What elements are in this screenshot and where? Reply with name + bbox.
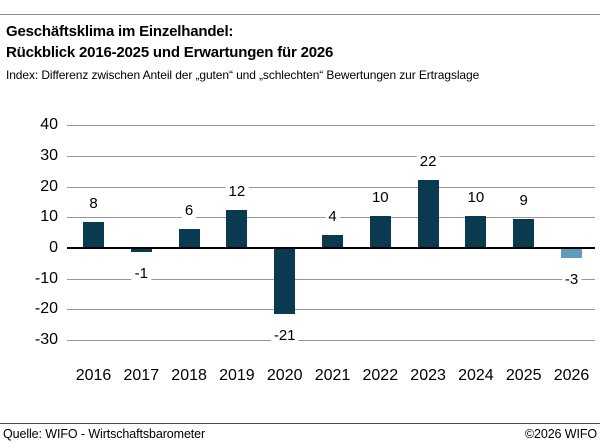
gridline bbox=[67, 340, 595, 342]
chart-subtitle: Index: Differenz zwischen Anteil der „gu… bbox=[6, 68, 480, 82]
chart-title-line2: Rückblick 2016-2025 und Erwartungen für … bbox=[6, 44, 334, 61]
source-note: Quelle: WIFO - Wirtschaftsbarometer bbox=[3, 427, 206, 441]
y-axis-tick-label: 30 bbox=[40, 146, 58, 164]
bar-2026 bbox=[561, 249, 582, 259]
bar-value-label-2024: 10 bbox=[464, 189, 488, 208]
bar-value-label-2020: -21 bbox=[270, 326, 299, 345]
y-axis-tick-label: 10 bbox=[40, 208, 58, 226]
bar-2017 bbox=[130, 249, 152, 253]
bar-value-label-2022: 10 bbox=[368, 189, 392, 208]
x-axis-tick-label-2024: 2024 bbox=[458, 367, 494, 384]
chart-header: Geschäftsklima im Einzelhandel: Rückblic… bbox=[6, 21, 594, 83]
chart-footer: Quelle: WIFO - Wirtschaftsbarometer ©202… bbox=[3, 427, 597, 442]
bar-value-label-2017: -1 bbox=[131, 265, 151, 284]
bar-2018 bbox=[178, 228, 200, 247]
gridline bbox=[67, 278, 595, 280]
zero-axis-line bbox=[67, 247, 595, 249]
x-axis-tick-label-2026: 2026 bbox=[553, 367, 590, 384]
bar-2020 bbox=[274, 249, 296, 314]
y-axis-tick-label: -10 bbox=[34, 269, 58, 287]
bar-2023 bbox=[417, 179, 439, 247]
top-divider bbox=[0, 14, 600, 15]
bar-value-label-2021: 4 bbox=[325, 207, 340, 226]
y-axis-tick-label: -30 bbox=[34, 331, 58, 349]
bar-2016 bbox=[83, 222, 104, 247]
x-axis-tick-label-2016: 2016 bbox=[75, 367, 112, 384]
footer-divider bbox=[0, 423, 600, 424]
bar-2022 bbox=[369, 216, 391, 247]
x-axis-tick-label-2018: 2018 bbox=[171, 367, 207, 384]
y-axis-tick-label: 40 bbox=[40, 116, 58, 134]
x-axis-tick-label-2017: 2017 bbox=[123, 367, 160, 384]
y-axis-tick-label: 0 bbox=[49, 239, 58, 256]
y-axis-tick-label: -20 bbox=[34, 300, 58, 318]
gridline bbox=[67, 125, 595, 127]
bar-value-label-2025: 9 bbox=[516, 192, 531, 211]
x-axis-tick-label-2022: 2022 bbox=[362, 367, 399, 384]
bar-chart: 40 30 20 10 0 -10 -20 -30 8 -1 6 12 -21 4 10 22 10 9 -3 201… bbox=[34, 116, 595, 384]
bar-2024 bbox=[465, 216, 487, 247]
x-axis-tick-label-2019: 2019 bbox=[219, 367, 255, 384]
bar-2021 bbox=[322, 234, 343, 247]
gridline bbox=[67, 309, 595, 311]
chart-title-line1: Geschäftsklima im Einzelhandel: bbox=[6, 23, 234, 40]
y-axis-tick-label: 20 bbox=[40, 177, 58, 195]
x-axis-tick-label-2021: 2021 bbox=[314, 367, 351, 384]
x-axis-tick-label-2020: 2020 bbox=[266, 367, 303, 384]
bar-value-label-2016: 8 bbox=[86, 195, 101, 214]
gridline bbox=[67, 186, 595, 188]
gridline bbox=[67, 155, 595, 157]
x-axis-tick-label-2023: 2023 bbox=[410, 367, 446, 384]
bar-2019 bbox=[226, 210, 248, 247]
copyright-note: ©2026 WIFO bbox=[524, 427, 597, 441]
x-axis-tick-label-2025: 2025 bbox=[505, 367, 542, 384]
bar-value-label-2026: -3 bbox=[561, 271, 582, 290]
bar-2025 bbox=[513, 219, 535, 247]
bar-value-label-2019: 12 bbox=[225, 183, 249, 202]
bar-value-label-2018: 6 bbox=[181, 201, 197, 220]
bar-value-label-2023: 22 bbox=[416, 152, 440, 171]
